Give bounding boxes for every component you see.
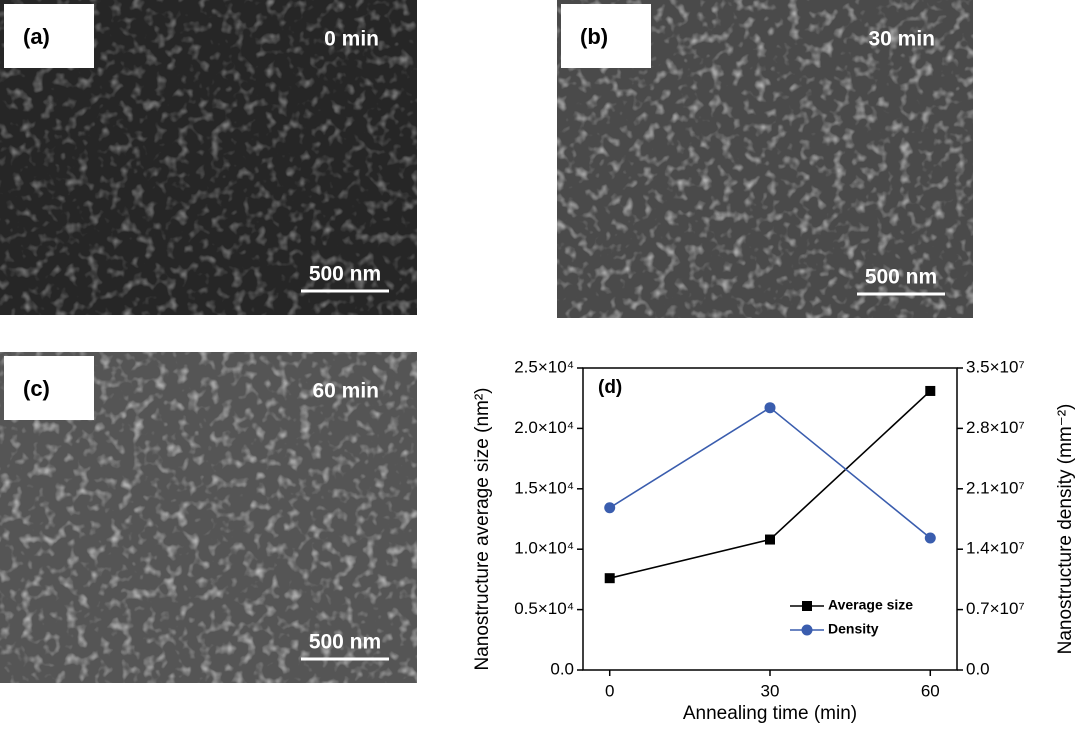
y-tick-label: 2.5×10⁴: [514, 357, 574, 376]
time-label: 0 min: [324, 28, 379, 51]
y2-axis-label: Nanostructure density (mm⁻²): [1055, 404, 1076, 655]
marker: [764, 402, 776, 414]
scale-label: 500 nm: [309, 631, 381, 654]
marker: [604, 502, 616, 514]
y2-tick-label: 0.0: [966, 659, 990, 678]
panel-label: (d): [598, 377, 622, 398]
series-line: [609, 390, 931, 579]
plot-frame: [582, 367, 958, 671]
marker: [925, 385, 936, 396]
scale-label: 500 nm: [309, 263, 381, 286]
y2-tick-label: 0.7×10⁷: [966, 599, 1025, 618]
legend-marker: [802, 601, 812, 611]
x-tick-label: 60: [921, 681, 940, 700]
marker: [765, 534, 775, 545]
y-tick-label: 1.5×10⁴: [514, 478, 574, 497]
series-line: [609, 406, 931, 539]
label-box: [561, 4, 651, 68]
x-tick-label: 30: [761, 681, 780, 700]
y-axis-label: Nanostructure average size (nm²): [472, 388, 493, 671]
y2-tick-label: 2.1×10⁷: [966, 478, 1025, 497]
x-axis-label: Annealing time (min): [683, 703, 857, 724]
y-tick-label: 1.0×10⁴: [514, 539, 574, 558]
legend-label: Density: [828, 621, 879, 637]
time-label: 30 min: [868, 28, 935, 51]
legend-marker: [801, 624, 813, 636]
y2-tick-label: 2.8×10⁷: [966, 418, 1025, 437]
marker: [924, 532, 936, 544]
panel-label: (c): [23, 376, 50, 401]
y2-tick-label: 3.5×10⁷: [966, 357, 1025, 376]
y-tick-label: 0.0: [550, 659, 574, 678]
marker: [604, 573, 615, 584]
label-box: [4, 4, 94, 68]
panel-label: (b): [580, 24, 608, 49]
panel-label: (a): [23, 24, 50, 49]
y-tick-label: 0.5×10⁴: [514, 599, 574, 618]
time-label: 60 min: [312, 380, 379, 403]
y-tick-label: 2.0×10⁴: [514, 418, 574, 437]
legend-label: Average size: [828, 597, 913, 613]
label-box: [4, 356, 94, 420]
y2-tick-label: 1.4×10⁷: [966, 539, 1025, 558]
scale-label: 500 nm: [865, 266, 937, 289]
x-tick-label: 0: [605, 681, 614, 700]
